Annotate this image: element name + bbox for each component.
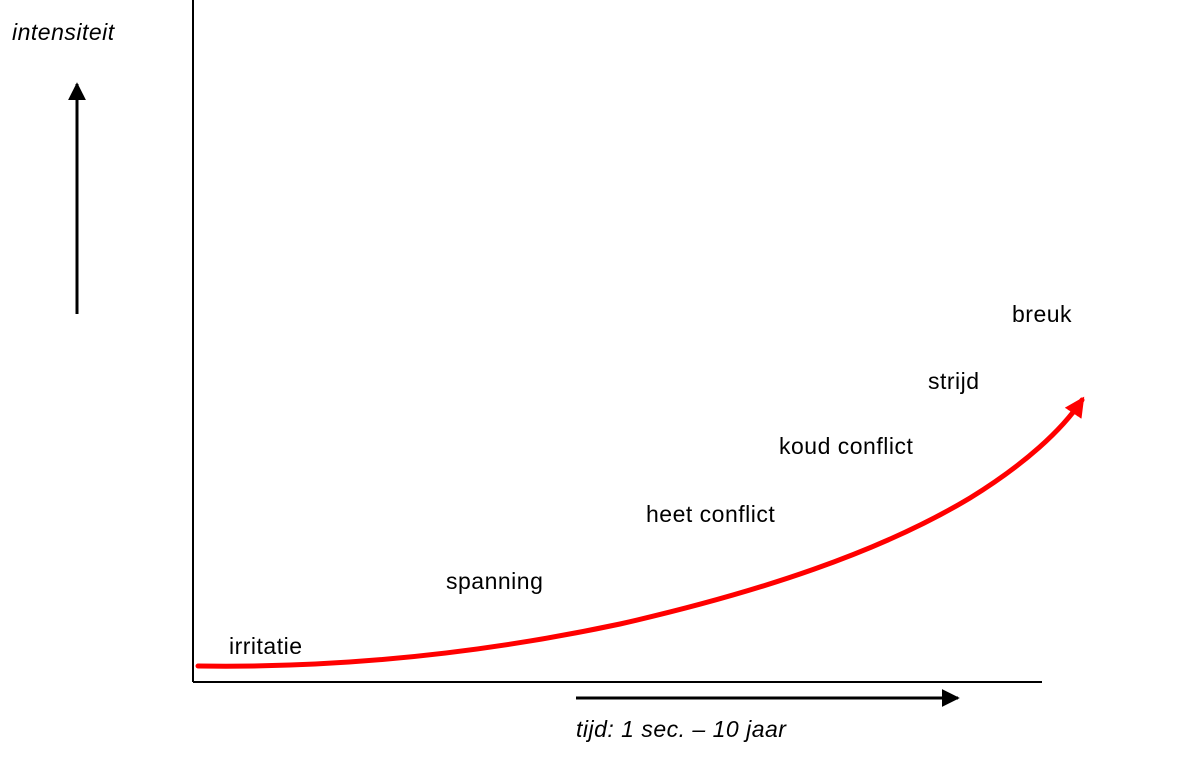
x-axis-label: tijd: 1 sec. – 10 jaar (576, 716, 787, 742)
stage-label-spanning: spanning (446, 568, 544, 594)
y-axis-label: intensiteit (12, 19, 115, 45)
stage-label-koud-conflict: koud conflict (779, 433, 914, 459)
escalation-curve (195, 396, 1085, 669)
stage-label-breuk: breuk (1012, 301, 1073, 327)
stage-label-heet-conflict: heet conflict (646, 501, 776, 527)
stage-label-strijd: strijd (928, 368, 980, 394)
stage-label-irritatie: irritatie (229, 633, 303, 659)
